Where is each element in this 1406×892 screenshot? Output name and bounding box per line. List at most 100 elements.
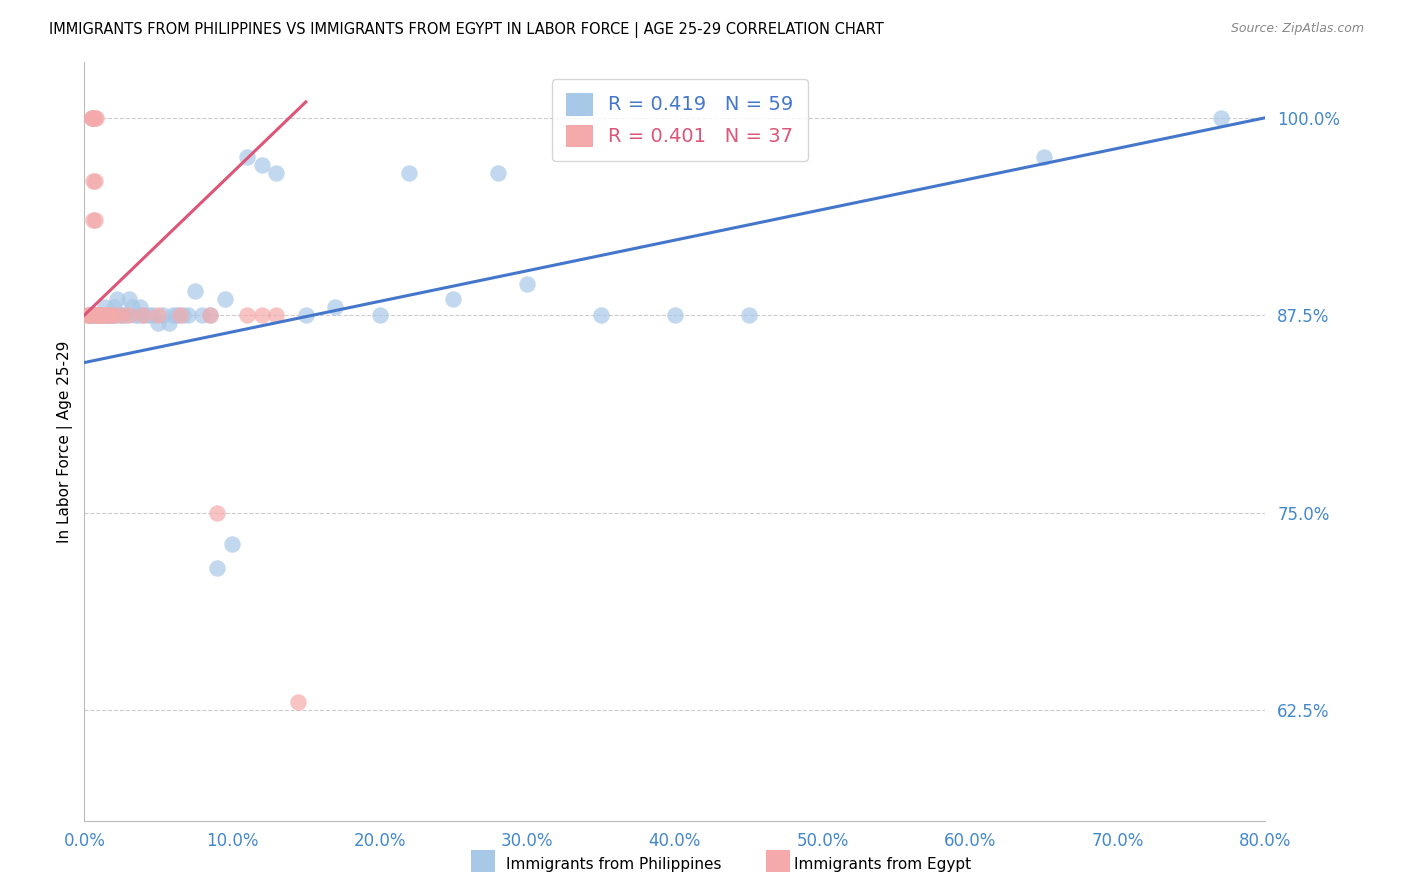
Point [97, 308, 120, 322]
Point [80, 308, 103, 322]
Point [96, 308, 118, 322]
Point [198, 308, 221, 322]
Point [94, 300, 117, 314]
Point [266, 308, 288, 322]
Point [250, 308, 273, 322]
Point [83, 174, 105, 188]
Point [83, 308, 105, 322]
Point [207, 561, 229, 575]
Point [266, 166, 288, 180]
Point [664, 308, 686, 322]
Point [169, 308, 191, 322]
Point [97, 308, 120, 322]
Point [443, 293, 465, 307]
Point [98, 308, 121, 322]
Point [84, 111, 107, 125]
Point [118, 308, 141, 322]
Point [82, 111, 104, 125]
Point [80, 111, 103, 125]
Point [236, 150, 259, 164]
Point [132, 308, 155, 322]
Point [87, 308, 111, 322]
Point [162, 308, 184, 322]
Point [90, 308, 112, 322]
Point [157, 316, 180, 330]
Bar [471, 850, 495, 872]
Point [250, 158, 273, 172]
Point [93, 308, 115, 322]
Point [104, 308, 127, 322]
Legend: R = 0.419   N = 59, R = 0.401   N = 37: R = 0.419 N = 59, R = 0.401 N = 37 [553, 79, 807, 161]
Point [1211, 111, 1233, 125]
Point [516, 277, 538, 291]
Point [287, 695, 309, 709]
Text: IMMIGRANTS FROM PHILIPPINES VS IMMIGRANTS FROM EGYPT IN LABOR FORCE | AGE 25-29 : IMMIGRANTS FROM PHILIPPINES VS IMMIGRANT… [49, 22, 884, 38]
Point [87, 308, 111, 322]
Point [591, 308, 613, 322]
Point [172, 308, 194, 322]
Point [93, 308, 115, 322]
Point [207, 506, 229, 520]
Point [118, 293, 141, 307]
Point [486, 166, 509, 180]
Point [84, 308, 107, 322]
Point [80, 111, 103, 125]
Point [86, 308, 108, 322]
Point [127, 308, 149, 322]
Point [91, 308, 114, 322]
Point [129, 300, 152, 314]
Point [77, 308, 100, 322]
Point [103, 308, 125, 322]
Point [738, 308, 761, 322]
Point [86, 308, 108, 322]
Text: Immigrants from Philippines: Immigrants from Philippines [506, 857, 721, 872]
Point [82, 213, 104, 227]
Point [148, 308, 170, 322]
Point [325, 300, 347, 314]
Point [184, 285, 207, 299]
Point [124, 308, 146, 322]
Point [100, 308, 122, 322]
Point [110, 308, 132, 322]
Bar [766, 850, 790, 872]
Point [86, 308, 108, 322]
Point [101, 308, 124, 322]
Point [86, 308, 108, 322]
Point [83, 111, 105, 125]
Point [100, 308, 122, 322]
Point [90, 308, 112, 322]
Point [96, 308, 118, 322]
Point [84, 308, 107, 322]
Point [295, 308, 318, 322]
Point [198, 308, 221, 322]
Point [80, 111, 103, 125]
Point [82, 308, 104, 322]
Point [79, 308, 101, 322]
Point [191, 308, 214, 322]
Point [148, 316, 170, 330]
Point [152, 308, 174, 322]
Point [111, 308, 134, 322]
Point [214, 293, 236, 307]
Point [221, 537, 243, 551]
Point [82, 174, 104, 188]
Text: Immigrants from Egypt: Immigrants from Egypt [794, 857, 972, 872]
Point [141, 308, 163, 322]
Point [76, 308, 98, 322]
Point [79, 308, 101, 322]
Point [103, 300, 125, 314]
Point [83, 213, 105, 227]
Point [236, 308, 259, 322]
Point [177, 308, 200, 322]
Point [105, 293, 128, 307]
Point [368, 308, 391, 322]
Point [132, 308, 155, 322]
Point [114, 308, 136, 322]
Point [1033, 150, 1056, 164]
Point [91, 308, 114, 322]
Point [79, 308, 101, 322]
Point [77, 308, 100, 322]
Text: Source: ZipAtlas.com: Source: ZipAtlas.com [1230, 22, 1364, 36]
Y-axis label: In Labor Force | Age 25-29: In Labor Force | Age 25-29 [58, 341, 73, 542]
Point [121, 300, 143, 314]
